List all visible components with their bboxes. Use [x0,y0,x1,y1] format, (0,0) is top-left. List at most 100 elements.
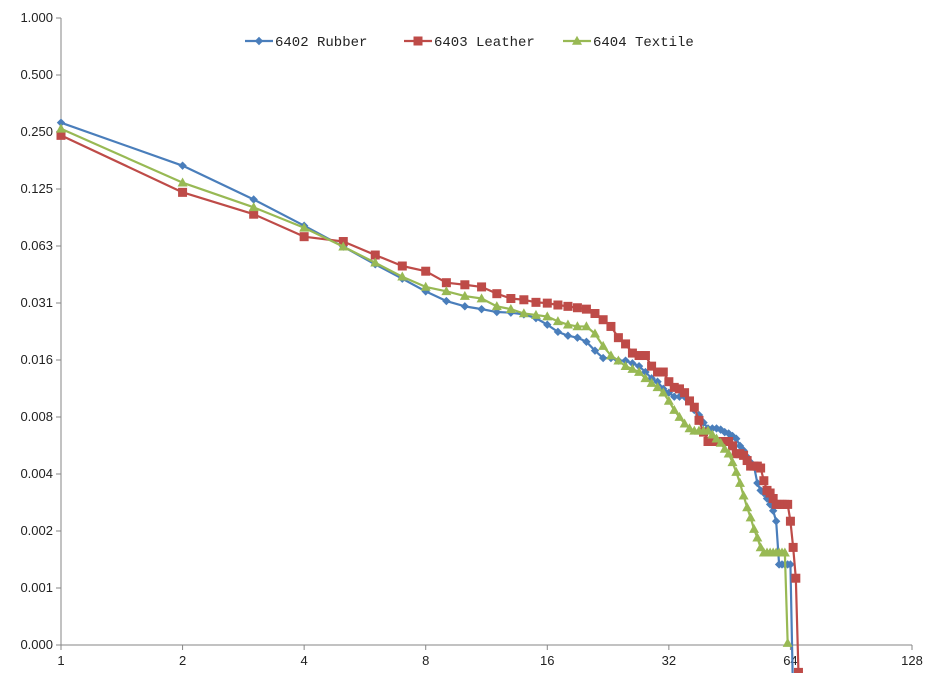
chart-legend: 6402 Rubber 6403 Leather 6404 Textile [245,35,694,51]
data-point [716,425,725,434]
data-point [640,373,651,383]
data-point [598,315,608,325]
y-tick-label: 0.002 [20,523,53,538]
data-point [653,367,663,377]
data-point [56,123,66,133]
series-2 [56,130,803,673]
data-point [531,297,541,307]
data-point [724,429,733,438]
legend-marker [572,35,582,45]
data-point [477,304,486,314]
data-point [628,359,637,368]
data-point [685,396,695,406]
series-1 [56,118,795,673]
data-point [634,366,645,376]
data-point [476,293,487,303]
data-point [530,309,541,319]
data-point [590,309,600,319]
data-point [459,290,470,300]
data-point [689,402,699,412]
data-point [370,250,380,260]
legend-marker [413,36,423,46]
x-tick-label: 1 [57,653,64,668]
data-point [793,667,803,673]
data-point [708,424,717,433]
data-point [663,395,674,405]
data-point [652,382,663,392]
x-tick-label: 16 [540,653,554,668]
data-point [658,387,669,397]
data-point [785,516,795,526]
x-tick-label: 2 [179,653,186,668]
data-point [491,301,502,311]
legend-item: 6404 Textile [563,35,694,51]
data-point [742,502,753,512]
data-point [731,466,742,476]
data-point [613,333,623,343]
data-point [765,488,775,498]
data-point [552,316,563,326]
data-point [420,281,431,291]
data-point [791,573,801,583]
data-point [669,382,679,392]
data-point [674,411,685,421]
data-point [505,303,516,313]
data-point [728,441,738,451]
data-point [738,490,749,500]
data-point [441,286,452,296]
data-point [640,351,650,361]
data-point [442,296,451,306]
data-point [646,377,657,387]
y-tick-label: 0.008 [20,409,53,424]
data-point [178,187,188,197]
y-tick-label: 0.004 [20,466,53,481]
data-point [739,450,749,460]
y-tick-label: 0.016 [20,352,53,367]
data-point [542,311,553,321]
y-tick-label: 0.250 [20,124,53,139]
data-point [759,476,769,486]
data-point [735,441,745,451]
data-point [768,493,778,503]
x-tick-label: 4 [301,653,308,668]
data-point [581,304,591,314]
chart-axes: 1.000 0.500 0.250 0.125 0.063 0.031 0.016 0.008… [20,10,922,668]
data-point [248,202,259,212]
data-point [627,363,638,373]
data-point [694,415,704,425]
data-point [771,517,781,526]
data-point [581,321,592,331]
data-point [177,177,188,187]
data-point [397,261,407,271]
data-point [653,377,662,386]
data-point [506,294,516,304]
data-point [249,209,259,219]
data-point [460,280,470,290]
data-point [621,356,630,365]
data-point [727,457,738,467]
data-point [518,308,529,318]
data-point [460,302,470,311]
x-tick-label: 32 [662,653,676,668]
data-point [397,271,408,281]
data-point [756,463,766,473]
data-point [711,433,722,443]
data-point [178,161,187,170]
data-point [56,118,66,127]
data-point [572,303,582,313]
data-point [573,333,582,342]
data-point [563,301,573,311]
y-tick-label: 0.125 [20,181,53,196]
data-point [249,195,258,204]
data-point [543,320,552,329]
data-point [598,340,609,350]
data-point [553,300,563,310]
data-point [621,339,631,349]
data-point [664,377,674,387]
data-point [707,429,718,439]
x-tick-label: 8 [422,653,429,668]
data-point [589,328,600,338]
data-point [719,443,730,453]
data-point [745,512,756,522]
